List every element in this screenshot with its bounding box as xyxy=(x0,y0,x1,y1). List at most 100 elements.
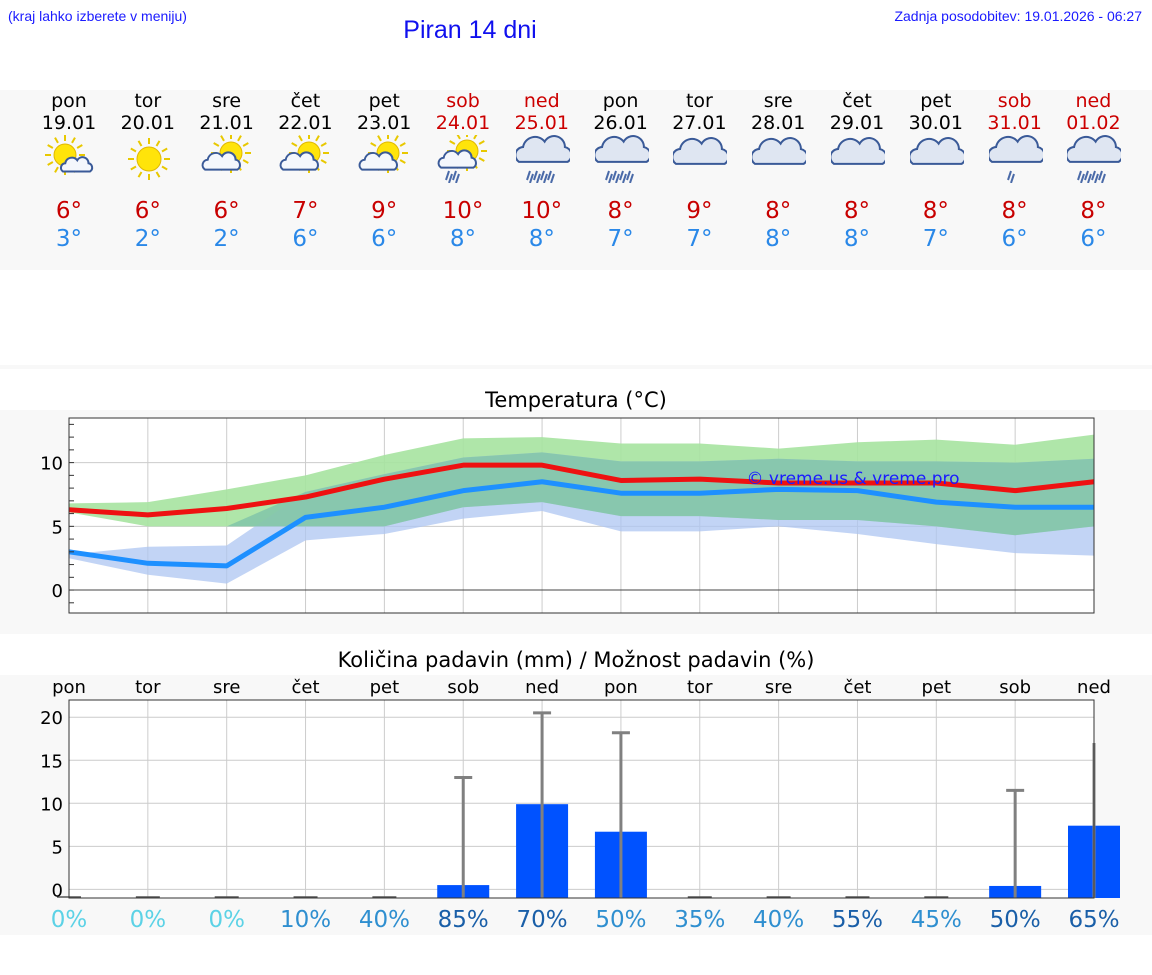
x-tick-label: tor xyxy=(135,677,161,698)
day-column: sob 24.01 10° 8° xyxy=(423,90,503,270)
temperature-max: 9° xyxy=(686,198,713,224)
day-name: čet xyxy=(290,90,321,112)
partly-cloudy-icon xyxy=(358,135,409,173)
day-date: 01.02 xyxy=(1066,112,1121,134)
region-hint-link[interactable]: (kraj lahko izberete v meniju) xyxy=(8,8,187,24)
day-name: tor xyxy=(685,90,713,112)
day-date: 25.01 xyxy=(514,112,569,134)
day-date: 21.01 xyxy=(199,112,254,134)
day-column: tor 20.01 6° 2° xyxy=(108,90,188,270)
x-tick-label: sob xyxy=(999,677,1031,698)
y-tick-label: 5 xyxy=(52,517,63,538)
precip-probability: 45% xyxy=(911,907,962,933)
cloud-rain-icon xyxy=(1067,135,1122,183)
temperature-max: 8° xyxy=(607,198,634,224)
day-name: sre xyxy=(212,90,242,112)
day-column: sre 21.01 6° 2° xyxy=(187,90,267,270)
watermark: © vreme.us & vreme.pro xyxy=(746,469,959,489)
x-tick-label: sre xyxy=(765,677,792,698)
day-column: čet 29.01 8° 8° xyxy=(817,90,897,270)
x-tick-label: čet xyxy=(843,677,871,698)
partly-cloudy-icon xyxy=(279,135,330,173)
y-tick-label: 5 xyxy=(52,837,63,858)
y-tick-label: 10 xyxy=(40,454,63,475)
temperature-max: 10° xyxy=(521,198,563,224)
temperature-max: 10° xyxy=(442,198,484,224)
day-name: ned xyxy=(523,90,560,112)
day-column: sre 28.01 8° 8° xyxy=(738,90,818,270)
x-tick-label: sob xyxy=(447,677,479,698)
day-name: pon xyxy=(51,90,87,112)
precip-probability: 10% xyxy=(280,907,331,933)
day-column: pet 23.01 9° 6° xyxy=(344,90,424,270)
precip-probability: 65% xyxy=(1068,907,1119,933)
cloud-icon xyxy=(909,137,964,165)
temperature-min: 6° xyxy=(1001,226,1028,252)
precip-probability: 40% xyxy=(359,907,410,933)
temperature-min: 7° xyxy=(686,226,713,252)
forecast-days: pon 19.01 6° 3° tor 20.01 6° 2° sre 21.01 6° 2° čet 2… xyxy=(0,90,1152,270)
precip-probability: 40% xyxy=(753,907,804,933)
cloud-icon xyxy=(673,137,728,165)
day-date: 28.01 xyxy=(750,112,806,134)
temperature-chart-title: Temperatura (°C) xyxy=(485,388,667,412)
y-tick-label: 0 xyxy=(52,880,63,901)
tmin-line xyxy=(68,479,1094,569)
day-column: ned 01.02 8° 6° xyxy=(1053,90,1133,270)
x-tick-label: pon xyxy=(52,677,86,698)
temperature-min: 8° xyxy=(528,226,555,252)
day-name: čet xyxy=(842,90,872,112)
last-updated: Zadnja posodobitev: 19.01.2026 - 06:27 xyxy=(894,8,1142,24)
day-date: 24.01 xyxy=(435,112,491,134)
temperature-max: 6° xyxy=(134,198,161,224)
day-date: 26.01 xyxy=(593,112,648,134)
precip-probability: 50% xyxy=(990,907,1041,933)
temperature-max: 8° xyxy=(843,198,871,224)
precip-probability: 0% xyxy=(51,907,88,933)
temperature-max: 8° xyxy=(765,198,792,224)
x-tick-label: ned xyxy=(525,677,559,698)
temperature-min: 6° xyxy=(371,226,398,252)
sun-icon xyxy=(127,138,170,180)
day-name: pet xyxy=(920,90,952,112)
temperature-max: 8° xyxy=(1080,198,1107,224)
day-date: 23.01 xyxy=(356,112,412,134)
temperature-max: 6° xyxy=(213,198,240,224)
x-tick-label: tor xyxy=(687,677,713,698)
temperature-min: 6° xyxy=(1080,226,1107,252)
sun-cloud-icon xyxy=(45,135,94,175)
day-column: ned 25.01 10° 8° xyxy=(502,90,582,270)
x-tick-label: čet xyxy=(292,677,320,698)
temperature-min: 8° xyxy=(449,226,477,252)
temperature-min: 2° xyxy=(134,226,161,252)
page-title: Piran 14 dni xyxy=(403,16,537,44)
cloud-icon xyxy=(831,137,885,165)
y-tick-label: 20 xyxy=(40,708,63,729)
day-date: 30.01 xyxy=(908,112,963,134)
precipitation-chart-title: Količina padavin (mm) / Možnost padavin … xyxy=(337,648,815,672)
x-tick-label: pon xyxy=(604,677,638,698)
day-date: 19.01 xyxy=(41,112,97,134)
temperature-min: 7° xyxy=(922,226,949,252)
day-name: tor xyxy=(134,90,162,112)
day-name: sob xyxy=(446,90,480,112)
x-tick-label: pet xyxy=(922,677,952,698)
temperature-max: 9° xyxy=(371,198,398,224)
temperature-min: 7° xyxy=(607,226,634,252)
day-column: čet 22.01 7° 6° xyxy=(265,90,345,270)
cloud-icon xyxy=(752,137,807,165)
day-name: pet xyxy=(368,90,400,112)
precip-probability: 55% xyxy=(832,907,883,933)
day-date: 29.01 xyxy=(829,112,885,134)
day-column: pon 19.01 6° 3° xyxy=(29,90,109,270)
temperature-max: 8° xyxy=(922,198,949,224)
x-tick-label: pet xyxy=(370,677,400,698)
temperature-max: 8° xyxy=(1001,198,1028,224)
y-tick-label: 0 xyxy=(52,581,63,602)
temperature-min: 8° xyxy=(765,226,792,252)
precip-probability: 70% xyxy=(517,907,568,933)
plot-frame xyxy=(68,417,1095,614)
temperature-min: 6° xyxy=(292,226,319,252)
temperature-min: 3° xyxy=(55,226,83,252)
